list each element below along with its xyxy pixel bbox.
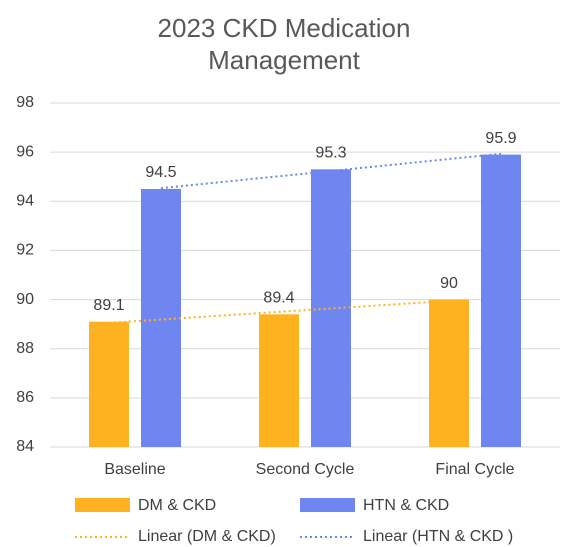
y-tick-label: 90 [16,291,34,308]
x-tick-label: Baseline [104,461,165,478]
data-label: 95.3 [315,145,346,162]
bar [481,154,521,447]
bar [89,321,129,447]
y-tick-label: 98 [16,94,34,111]
bar [259,314,299,447]
chart-title: 2023 CKD Medication Management [157,13,411,75]
y-tick-label: 92 [16,242,34,259]
bar [429,299,469,447]
data-label: 90 [440,275,458,292]
legend-label: HTN & CKD [363,497,449,514]
x-tick-label: Final Cycle [435,461,514,478]
y-tick-label: 94 [16,193,34,210]
x-tick-label: Second Cycle [256,461,355,478]
legend-swatch [75,498,130,512]
trendline [160,152,502,190]
data-label: 94.5 [145,164,176,181]
y-tick-label: 88 [16,340,34,357]
legend-label: Linear (HTN & CKD ) [363,528,513,545]
data-label: 95.9 [485,130,516,147]
data-label: 89.4 [263,290,294,307]
y-tick-label: 96 [16,143,34,160]
y-tick-label: 84 [16,438,34,455]
legend-label: Linear (DM & CKD) [138,528,276,545]
trendline [108,299,450,324]
legend-swatch [300,498,355,512]
data-label: 89.1 [93,297,124,314]
legend-label: DM & CKD [138,497,216,514]
y-tick-label: 86 [16,389,34,406]
